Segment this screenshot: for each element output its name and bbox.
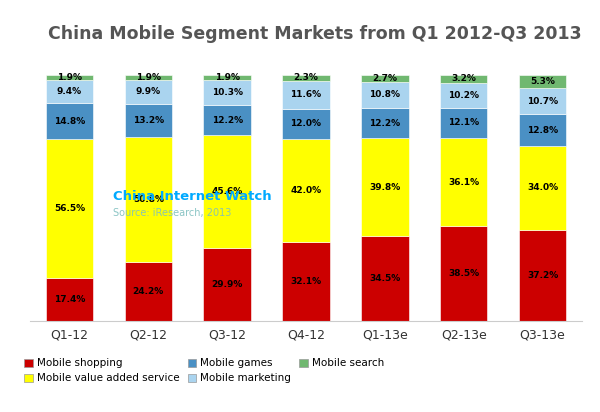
Bar <box>519 115 566 146</box>
Bar <box>440 227 487 321</box>
Text: 42.0%: 42.0% <box>290 186 322 195</box>
Text: 29.9%: 29.9% <box>211 280 243 289</box>
Text: 38.5%: 38.5% <box>448 269 479 279</box>
Bar <box>361 82 409 108</box>
Text: Source: iResearch, 2013: Source: iResearch, 2013 <box>113 208 231 218</box>
Text: 10.7%: 10.7% <box>527 97 558 105</box>
Bar <box>125 80 172 104</box>
Text: 12.8%: 12.8% <box>527 126 558 135</box>
Text: 12.0%: 12.0% <box>290 119 322 129</box>
Text: 14.8%: 14.8% <box>54 117 85 126</box>
Text: 12.2%: 12.2% <box>369 119 400 128</box>
Bar <box>46 279 93 321</box>
Text: 1.9%: 1.9% <box>215 73 239 82</box>
Text: 5.3%: 5.3% <box>530 77 555 86</box>
Bar <box>203 105 251 135</box>
Bar <box>361 108 409 138</box>
Text: 56.5%: 56.5% <box>54 204 85 213</box>
Text: 39.8%: 39.8% <box>369 183 400 192</box>
Bar <box>283 75 329 81</box>
Text: China Mobile Segment Markets from Q1 2012-Q3 2013: China Mobile Segment Markets from Q1 201… <box>48 25 581 43</box>
Bar <box>519 146 566 229</box>
Text: 17.4%: 17.4% <box>54 295 85 304</box>
Text: 1.9%: 1.9% <box>57 73 82 82</box>
Text: China Internet Watch: China Internet Watch <box>113 190 271 203</box>
Bar <box>283 242 329 321</box>
Bar <box>440 82 487 108</box>
Bar <box>203 80 251 105</box>
Bar <box>361 138 409 236</box>
Text: 12.2%: 12.2% <box>212 116 243 125</box>
Bar <box>283 139 329 242</box>
Bar <box>283 109 329 139</box>
Bar <box>46 139 93 279</box>
Bar <box>361 75 409 82</box>
Text: 24.2%: 24.2% <box>133 287 164 296</box>
Text: 10.8%: 10.8% <box>370 90 400 99</box>
Bar <box>125 75 172 80</box>
Text: 2.3%: 2.3% <box>293 73 319 82</box>
Text: 45.6%: 45.6% <box>212 187 243 196</box>
Text: 36.1%: 36.1% <box>448 178 479 187</box>
Text: 34.0%: 34.0% <box>527 183 558 192</box>
Bar <box>125 104 172 136</box>
Text: 10.3%: 10.3% <box>212 88 242 97</box>
Bar <box>203 248 251 321</box>
Text: 32.1%: 32.1% <box>290 277 322 286</box>
Text: 9.4%: 9.4% <box>57 87 82 96</box>
Text: 10.2%: 10.2% <box>448 91 479 100</box>
Text: 2.7%: 2.7% <box>373 74 397 83</box>
Bar <box>519 229 566 321</box>
Bar <box>361 236 409 321</box>
Bar <box>203 75 251 80</box>
Bar <box>46 103 93 139</box>
Legend: Mobile shopping, Mobile value added service, Mobile games, Mobile marketing, Mob: Mobile shopping, Mobile value added serv… <box>24 358 384 384</box>
Text: 12.1%: 12.1% <box>448 118 479 127</box>
Bar <box>125 136 172 262</box>
Bar <box>125 262 172 321</box>
Bar <box>440 138 487 227</box>
Text: 3.2%: 3.2% <box>451 74 476 83</box>
Text: 37.2%: 37.2% <box>527 271 558 280</box>
Text: 13.2%: 13.2% <box>133 116 164 125</box>
Text: 9.9%: 9.9% <box>136 87 161 96</box>
Bar <box>46 80 93 103</box>
Text: 34.5%: 34.5% <box>369 274 400 283</box>
Bar <box>519 75 566 88</box>
Text: 50.8%: 50.8% <box>133 194 164 204</box>
Bar <box>519 88 566 115</box>
Text: 11.6%: 11.6% <box>290 90 322 99</box>
Bar <box>46 75 93 80</box>
Bar <box>440 75 487 82</box>
Text: 1.9%: 1.9% <box>136 73 161 82</box>
Bar <box>440 108 487 138</box>
Bar <box>283 81 329 109</box>
Bar <box>203 135 251 248</box>
